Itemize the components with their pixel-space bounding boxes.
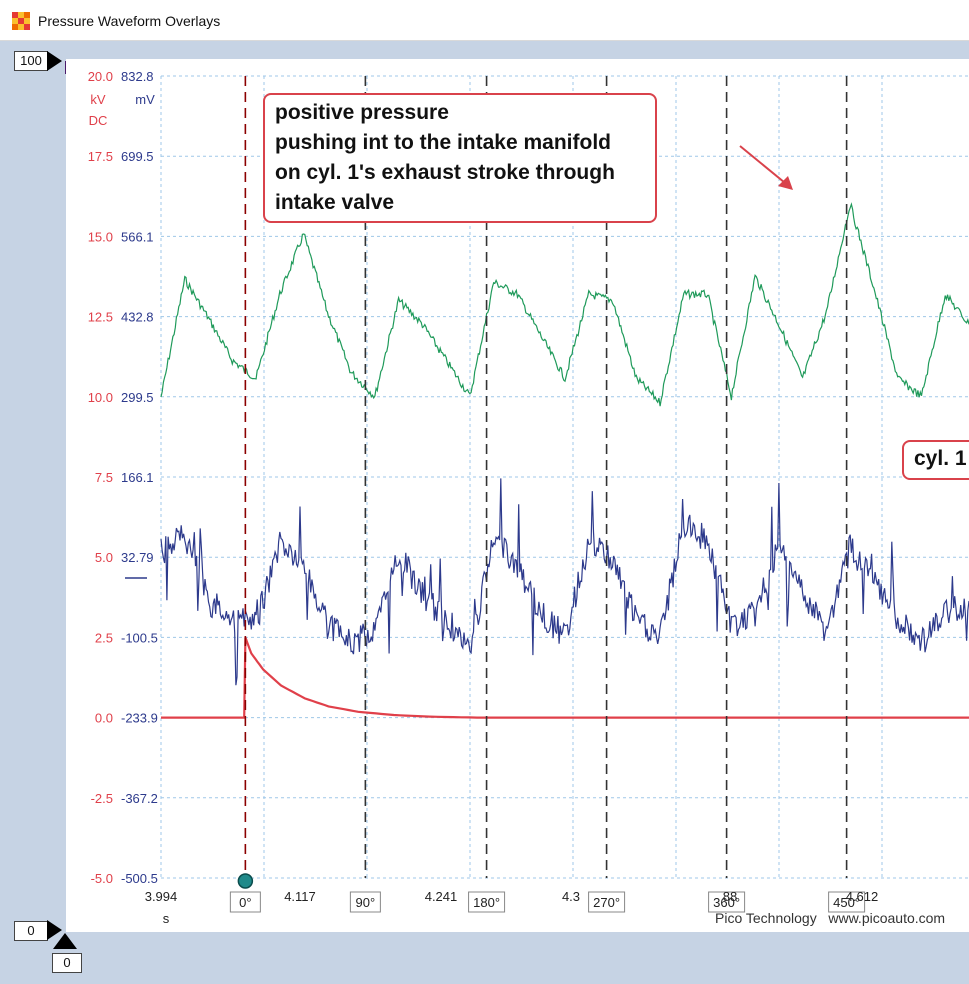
ruler-label-box — [588, 891, 626, 913]
annotation-arrow-line — [739, 145, 791, 188]
top-handle-arrow[interactable] — [47, 51, 62, 71]
ruler-label: 270° — [593, 895, 620, 910]
y-tick-mv: 299.5 — [121, 390, 154, 405]
ruler-label: 90° — [356, 895, 376, 910]
ruler-label: 360° — [713, 895, 740, 910]
ruler-label-box — [828, 891, 866, 913]
x-tick-label: 4.117 — [284, 889, 316, 904]
app-icon-cell — [12, 12, 18, 18]
y-tick-mv: 166.1 — [121, 470, 154, 485]
y-tick-mv: 432.8 — [121, 310, 154, 325]
app-icon — [12, 12, 30, 30]
app-icon-cell — [18, 12, 24, 18]
annotation-line-1: positive pressure — [275, 101, 449, 124]
credit-company: Pico Technology — [715, 910, 817, 926]
annotation-line-3: on cyl. 1's exhaust stroke through — [275, 161, 615, 184]
ruler-label-box — [708, 891, 746, 913]
time-offset-handle[interactable] — [53, 933, 77, 949]
cyl-label-text: cyl. 1 — [914, 447, 967, 470]
ruler-label: 450° — [833, 895, 860, 910]
credit-text: Pico Technology www.picoauto.com — [715, 910, 945, 926]
y-tick-kv: 15.0 — [88, 229, 113, 244]
annotation-box: positive pressure pushing int to the int… — [263, 93, 657, 223]
y-unit-kv: kV — [90, 92, 106, 107]
y-tick-kv: 0.0 — [95, 711, 113, 726]
annotation-arrow-head — [778, 176, 793, 190]
y-tick-mv: -500.5 — [121, 871, 158, 886]
x-tick-label: 4.3 — [562, 889, 580, 904]
y-tick-mv: -367.2 — [121, 791, 158, 806]
y-tick-kv: -5.0 — [91, 871, 113, 886]
series-line-3 — [161, 637, 969, 719]
y-coupling-dc: DC — [89, 113, 108, 128]
cyl-label-box: cyl. 1 — [902, 440, 969, 480]
x-tick-label: 3.994 — [145, 889, 178, 904]
x-tick-label: 4.612 — [846, 889, 879, 904]
y-tick-mv: 566.1 — [121, 229, 154, 244]
time-offset-value: 0 — [52, 953, 82, 973]
y-tick-kv: -2.5 — [91, 791, 113, 806]
y-tick-kv: 17.5 — [88, 149, 113, 164]
series-line-1 — [160, 202, 969, 407]
annotation-line-4: intake valve — [275, 191, 395, 214]
y-tick-mv: 32.79 — [121, 550, 154, 565]
x-tick-label: 88 — [723, 889, 737, 904]
window-title: Pressure Waveform Overlays — [38, 13, 221, 29]
app-icon-cell — [18, 24, 24, 30]
x-axis: 3.994 4.117 4.241 4.3 88 4.612 s — [145, 889, 879, 926]
left-axis-strip — [0, 59, 66, 984]
top-handle-value: 100 — [14, 51, 48, 71]
y-unit-mv: mV — [135, 92, 155, 107]
series-line-2 — [160, 478, 969, 686]
app-icon-cell — [18, 18, 24, 24]
app-icon-cell — [12, 24, 18, 30]
y-tick-kv: 12.5 — [88, 310, 113, 325]
top-toolbar-strip — [0, 41, 969, 59]
y-tick-kv: 2.5 — [95, 630, 113, 645]
y-tick-kv: 7.5 — [95, 470, 113, 485]
app-icon-cell — [24, 18, 30, 24]
annotation-arrow — [739, 145, 793, 190]
ruler-handle — [237, 873, 254, 889]
x-tick-label: 4.241 — [425, 889, 458, 904]
ruler-label: 0° — [239, 895, 251, 910]
y-tick-mv: -233.9 — [121, 711, 158, 726]
annotation-line-2: pushing int to the intake manifold — [275, 131, 611, 154]
y-tick-mv: -100.5 — [121, 630, 158, 645]
app-icon-cell — [24, 12, 30, 18]
axis-labels: 20.0 832.8 17.5 699.5 15.0 566.1 12.5 432.8 10.0… — [88, 69, 158, 886]
ruler-label-box — [229, 891, 261, 913]
title-bar: Pressure Waveform Overlays — [0, 0, 969, 41]
series-layer — [160, 202, 969, 719]
y-tick-mv: 832.8 — [121, 69, 154, 84]
app-icon-cell — [24, 24, 30, 30]
y-tick-kv: 5.0 — [95, 550, 113, 565]
credit-url: www.picoauto.com — [828, 910, 946, 926]
ruler-label-box — [468, 891, 506, 913]
y-tick-kv: 20.0 — [88, 69, 113, 84]
ruler-label-box — [349, 891, 381, 913]
ruler-label: 180° — [473, 895, 500, 910]
y-tick-kv: 10.0 — [88, 390, 113, 405]
app-icon-cell — [12, 18, 18, 24]
x-unit-label: s — [163, 911, 170, 926]
bottom-axis-strip — [66, 932, 969, 984]
y-tick-mv: 699.5 — [121, 149, 154, 164]
